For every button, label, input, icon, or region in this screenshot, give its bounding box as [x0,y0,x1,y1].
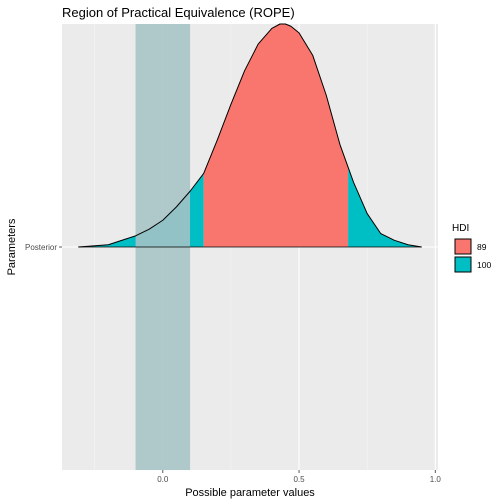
x-axis-title: Possible parameter values [185,487,315,499]
x-tick-label: 1.0 [430,475,442,484]
legend: HDI 89 100 [452,223,491,272]
x-axis-ticks: 0.0 0.5 1.0 [157,470,441,484]
x-tick-label: 0.5 [293,475,305,484]
y-axis-title: Parameters [6,218,18,275]
y-tick-label: Posterior [25,243,57,252]
legend-label: 89 [477,242,487,252]
legend-title: HDI [452,223,469,234]
legend-items: 89 100 [455,239,491,272]
legend-label: 100 [477,260,491,270]
x-tick-label: 0.0 [157,475,169,484]
legend-key [455,257,471,272]
legend-key [455,239,471,254]
y-axis-ticks: Posterior [25,243,62,252]
chart-title: Region of Practical Equivalence (ROPE) [62,5,295,20]
